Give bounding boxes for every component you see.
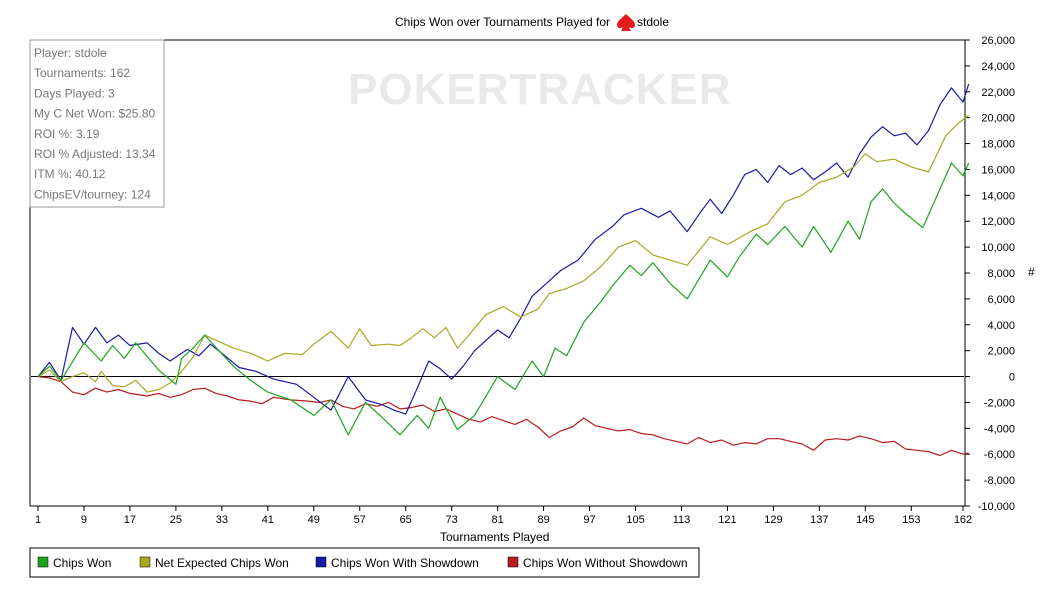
x-tick-label: 113 (673, 514, 691, 526)
x-tick-label: 137 (810, 514, 828, 526)
x-tick-label: 25 (170, 514, 182, 526)
chart-title-player: stdole (637, 15, 669, 29)
y-tick-label: 6,000 (987, 294, 1015, 306)
series-line-net-expected-chips-won (37, 114, 970, 393)
spade-icon (617, 14, 635, 31)
info-line: ITM %: 40.12 (34, 167, 106, 181)
y-tick-label: 8,000 (987, 268, 1015, 280)
x-tick-label: 17 (124, 514, 136, 526)
y-tick-label: -8,000 (984, 475, 1015, 487)
chart-title: Chips Won over Tournaments Played for (395, 15, 610, 29)
x-tick-label: 9 (81, 514, 87, 526)
series-line-chips-won-without-showdown (37, 376, 969, 457)
y-tick-label: -2,000 (984, 397, 1015, 409)
y-tick-label: 0 (1009, 372, 1015, 384)
x-tick-label: 73 (446, 514, 458, 526)
legend-label: Chips Won Without Showdown (523, 556, 688, 570)
info-line: Player: stdole (34, 46, 107, 60)
legend-swatch (139, 556, 151, 568)
x-tick-label: 41 (262, 514, 274, 526)
y-tick-label: 2,000 (987, 346, 1015, 358)
y-tick-label: 22,000 (981, 87, 1015, 99)
x-tick-label: 33 (216, 514, 228, 526)
y-tick-label: 4,000 (987, 320, 1015, 332)
x-tick-label: 1 (35, 514, 41, 526)
y-tick-label: 16,000 (981, 164, 1015, 176)
legend-swatch (315, 556, 327, 568)
y-tick-label: 26,000 (981, 35, 1015, 47)
x-tick-label: 162 (954, 514, 972, 526)
y-tick-label: -4,000 (984, 423, 1015, 435)
series-lines (37, 83, 970, 457)
y-axis-title: # (1028, 265, 1035, 279)
x-axis-title: Tournaments Played (440, 530, 549, 544)
series-line-chips-won-with-showdown (37, 83, 970, 415)
info-line: Days Played: 3 (34, 86, 115, 100)
y-tick-label: 24,000 (981, 61, 1015, 73)
legend-items: Chips Won Net Expected Chips Won Chips Won… (37, 556, 688, 570)
x-tick-label: 153 (902, 514, 920, 526)
x-tick-label: 65 (400, 514, 412, 526)
y-axis: 26,000 24,000 22,000 20,000 18,000 16,000 14,0… (965, 35, 1015, 513)
x-tick-label: 81 (492, 514, 504, 526)
x-tick-label: 129 (764, 514, 782, 526)
x-axis: 1 9 17 25 33 41 49 57 65 73 81 89 97 105 113 121 129 137 1… (35, 506, 972, 526)
info-line: ROI %: 3.19 (34, 127, 100, 141)
x-tick-label: 121 (718, 514, 736, 526)
y-tick-label: 10,000 (981, 242, 1015, 254)
x-tick-label: 145 (856, 514, 874, 526)
info-box (29, 39, 165, 208)
info-line: My C Net Won: $25.80 (34, 107, 155, 121)
y-tick-label: 12,000 (981, 216, 1015, 228)
watermark-logo: POKERTRACKER (348, 65, 732, 114)
legend-label: Net Expected Chips Won (155, 556, 289, 570)
info-line: Tournaments: 162 (34, 66, 130, 80)
y-tick-label: -10,000 (978, 501, 1015, 513)
x-tick-label: 105 (626, 514, 644, 526)
y-tick-label: 18,000 (981, 139, 1015, 151)
x-tick-label: 97 (583, 514, 595, 526)
info-box-lines: Player: stdole Tournaments: 162 Days Playe… (34, 46, 156, 201)
info-line: ChipsEV/tourney: 124 (34, 187, 151, 201)
y-tick-label: -6,000 (984, 449, 1015, 461)
x-tick-label: 57 (354, 514, 366, 526)
legend-swatch (37, 556, 49, 568)
x-tick-label: 49 (308, 514, 320, 526)
legend-swatch (507, 556, 519, 568)
y-tick-label: 20,000 (981, 113, 1015, 125)
legend-label: Chips Won With Showdown (331, 556, 479, 570)
series-line-chips-won (37, 162, 970, 436)
y-tick-label: 14,000 (981, 190, 1015, 202)
legend-label: Chips Won (53, 556, 111, 570)
info-line: ROI % Adjusted: 13.34 (34, 147, 156, 161)
x-tick-label: 89 (537, 514, 549, 526)
